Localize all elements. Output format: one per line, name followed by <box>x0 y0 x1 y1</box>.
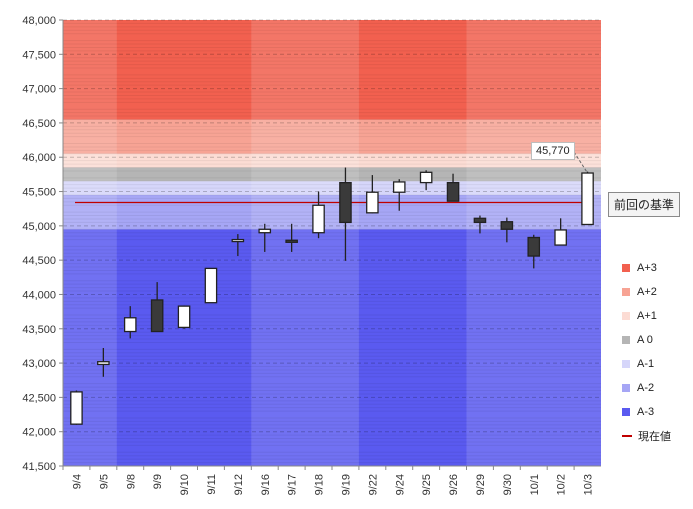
annotations <box>573 151 588 174</box>
legend-label: A-3 <box>637 406 655 418</box>
candle-body-down <box>527 236 541 257</box>
legend-swatch-a-plus-1 <box>622 312 630 320</box>
legend-line-current-value <box>622 435 632 437</box>
x-tick-label: 9/18 <box>314 474 326 495</box>
y-tick-label: 44,000 <box>22 289 56 301</box>
y-tick-label: 43,000 <box>22 358 56 370</box>
candle-body-up <box>366 191 379 214</box>
candle-body-down <box>150 299 164 333</box>
legend-item: A+3 <box>622 256 690 280</box>
last-value-leader <box>573 151 588 174</box>
y-tick-label: 46,000 <box>22 152 56 164</box>
candle-body-down <box>500 221 514 230</box>
legend-item: A-3 <box>622 400 690 424</box>
candle-body-down <box>473 217 487 224</box>
candle-body-down <box>446 181 460 202</box>
legend-swatch-a-plus-3 <box>622 264 630 272</box>
candle-body-up <box>177 305 191 329</box>
legend: A+3 A+2 A+1 A 0 A-1 A-2 A-3 現在値 <box>622 256 690 448</box>
legend-item: A+2 <box>622 280 690 304</box>
x-tick-label: 9/11 <box>206 474 218 495</box>
legend-label: 現在値 <box>638 431 671 443</box>
candle-body-up <box>258 228 272 234</box>
x-tick-label: 9/26 <box>448 474 460 495</box>
legend-label: A+2 <box>637 286 657 298</box>
y-tick-label: 46,500 <box>22 118 56 130</box>
candle-body-up <box>231 238 245 243</box>
column-shade <box>251 20 359 466</box>
x-tick-label: 9/10 <box>179 474 191 495</box>
last-value-callout: 45,770 <box>531 142 575 160</box>
y-tick-label: 45,500 <box>22 187 56 199</box>
zone-band-aplus3 <box>63 20 601 120</box>
legend-label: A-2 <box>637 382 655 394</box>
zone-band-aplus2 <box>63 119 601 154</box>
candle-body-down <box>285 239 298 243</box>
candle-body-up <box>419 171 433 184</box>
legend-label: A-1 <box>637 358 655 370</box>
candle-body-up <box>97 361 110 366</box>
candle-body-down <box>339 181 352 224</box>
x-tick-label: 9/9 <box>152 474 164 489</box>
zone-band-aminus1 <box>63 181 601 195</box>
x-tick-label: 9/19 <box>340 474 352 495</box>
y-tick-label: 42,500 <box>22 392 56 404</box>
x-tick-label: 9/29 <box>475 474 487 495</box>
legend-label: A+3 <box>637 262 657 274</box>
legend-swatch-a-minus-1 <box>622 360 630 368</box>
legend-swatch-a-0 <box>622 336 630 344</box>
y-tick-label: 44,500 <box>22 255 56 267</box>
legend-swatch-a-minus-3 <box>622 408 630 416</box>
candle-body-up <box>204 267 218 304</box>
legend-item: A+1 <box>622 304 690 328</box>
x-tick-label: 9/4 <box>71 474 83 489</box>
candle-body-up <box>581 172 594 226</box>
legend-item: A-2 <box>622 376 690 400</box>
candle-body-up <box>312 204 325 234</box>
legend-item: A 0 <box>622 328 690 352</box>
candle-body-up <box>392 181 406 193</box>
x-tick-label: 9/17 <box>287 474 299 495</box>
x-tick-label: 9/12 <box>233 474 245 495</box>
x-tick-label: 9/8 <box>125 474 137 489</box>
legend-item: A-1 <box>622 352 690 376</box>
legend-swatch-a-minus-2 <box>622 384 630 392</box>
y-tick-label: 47,000 <box>22 84 56 96</box>
candle-body-up <box>123 317 137 333</box>
y-tick-label: 43,500 <box>22 324 56 336</box>
x-tick-label: 9/24 <box>394 474 406 495</box>
y-tick-label: 47,500 <box>22 49 56 61</box>
zone-band-a0 <box>63 167 601 182</box>
legend-label: A 0 <box>637 334 653 346</box>
y-tick-label: 45,000 <box>22 221 56 233</box>
reference-line-label: 前回の基準 <box>608 192 681 217</box>
x-tick-label: 10/1 <box>529 474 541 495</box>
x-tick-label: 9/25 <box>421 474 433 495</box>
x-tick-label: 10/2 <box>556 474 568 495</box>
y-tick-label: 42,000 <box>22 427 56 439</box>
zone-band-aminus3 <box>63 229 601 466</box>
x-tick-label: 9/30 <box>502 474 514 495</box>
legend-label: A+1 <box>637 310 657 322</box>
axes: 41,500 42,000 42,500 43,000 43,500 44,000 44,5… <box>22 15 601 495</box>
x-tick-label: 9/16 <box>260 474 272 495</box>
y-tick-label: 41,500 <box>22 461 56 473</box>
x-tick-label: 9/5 <box>98 474 110 489</box>
legend-swatch-a-plus-2 <box>622 288 630 296</box>
x-tick-label: 9/22 <box>367 474 379 495</box>
zone-band-aplus1 <box>63 153 601 168</box>
legend-item: 現在値 <box>622 424 690 448</box>
candle-body-up <box>554 229 567 246</box>
candles <box>70 167 594 425</box>
candle-body-up <box>70 391 83 425</box>
x-tick-label: 10/3 <box>583 474 595 495</box>
y-tick-label: 48,000 <box>22 15 56 27</box>
